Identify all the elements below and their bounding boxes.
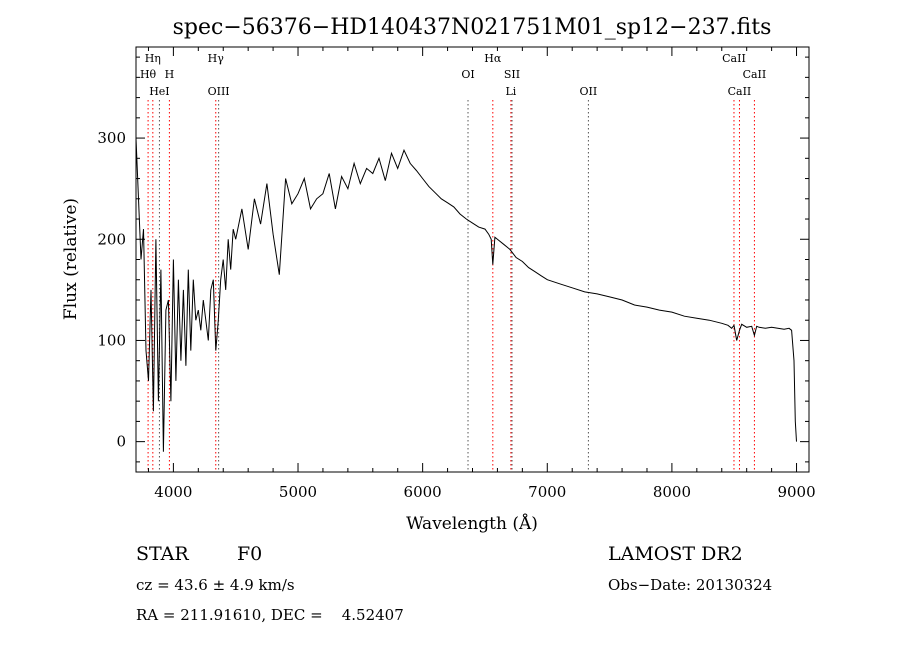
spectral-line-label: OIII [208,85,230,98]
spectrum-line [135,138,797,452]
spectral-line-label: OII [580,85,598,98]
spectral-line-label: CaII [728,85,752,98]
coordinates: RA = 211.91610, DEC = 4.52407 [136,606,404,624]
x-axis-label: Wavelength (Å) [406,513,538,534]
spectral-line-label: Li [505,85,516,98]
y-axis-ticks: 0 100 200 300 [97,56,809,463]
x-tick-label: 6000 [404,483,442,501]
y-tick-label: 100 [97,331,126,349]
survey-name: LAMOST DR2 [608,543,743,565]
x-tick-label: 4000 [154,483,192,501]
object-subclass: F0 [237,543,262,565]
plot-frame [135,46,810,473]
spectral-line-label: CaII [743,68,767,81]
redshift-text: cz = 43.6 ± 4.9 km/s [136,576,295,594]
y-tick-label: 0 [116,433,126,451]
spectral-line-markers [147,100,755,472]
y-tick-label: 200 [97,230,126,248]
spectral-line-label: Hγ [208,52,225,65]
spectral-line-label: HeI [149,85,169,98]
spectral-line-label: Hα [484,52,502,65]
obs-date: Obs−Date: 20130324 [608,576,772,594]
spectral-line-label: OI [461,68,474,81]
spectral-line-label: Hη [145,52,161,65]
plot-area [135,138,797,452]
x-tick-label: 7000 [528,483,566,501]
spectral-line-label: CaII [722,52,746,65]
x-tick-label: 8000 [653,483,691,501]
y-axis-label: Flux (relative) [61,198,81,320]
x-tick-label: 9000 [777,483,815,501]
chart-title: spec−56376−HD140437N021751M01_sp12−237.f… [173,15,772,40]
object-class: STAR [136,543,189,565]
spectral-line-label: SII [504,68,520,81]
spectral-line-label: H [165,68,175,81]
spectral-line-label: Hθ [140,68,157,81]
x-axis-ticks: 4000 5000 6000 7000 8000 9000 [147,47,816,501]
x-tick-label: 5000 [279,483,317,501]
y-tick-label: 300 [97,129,126,147]
